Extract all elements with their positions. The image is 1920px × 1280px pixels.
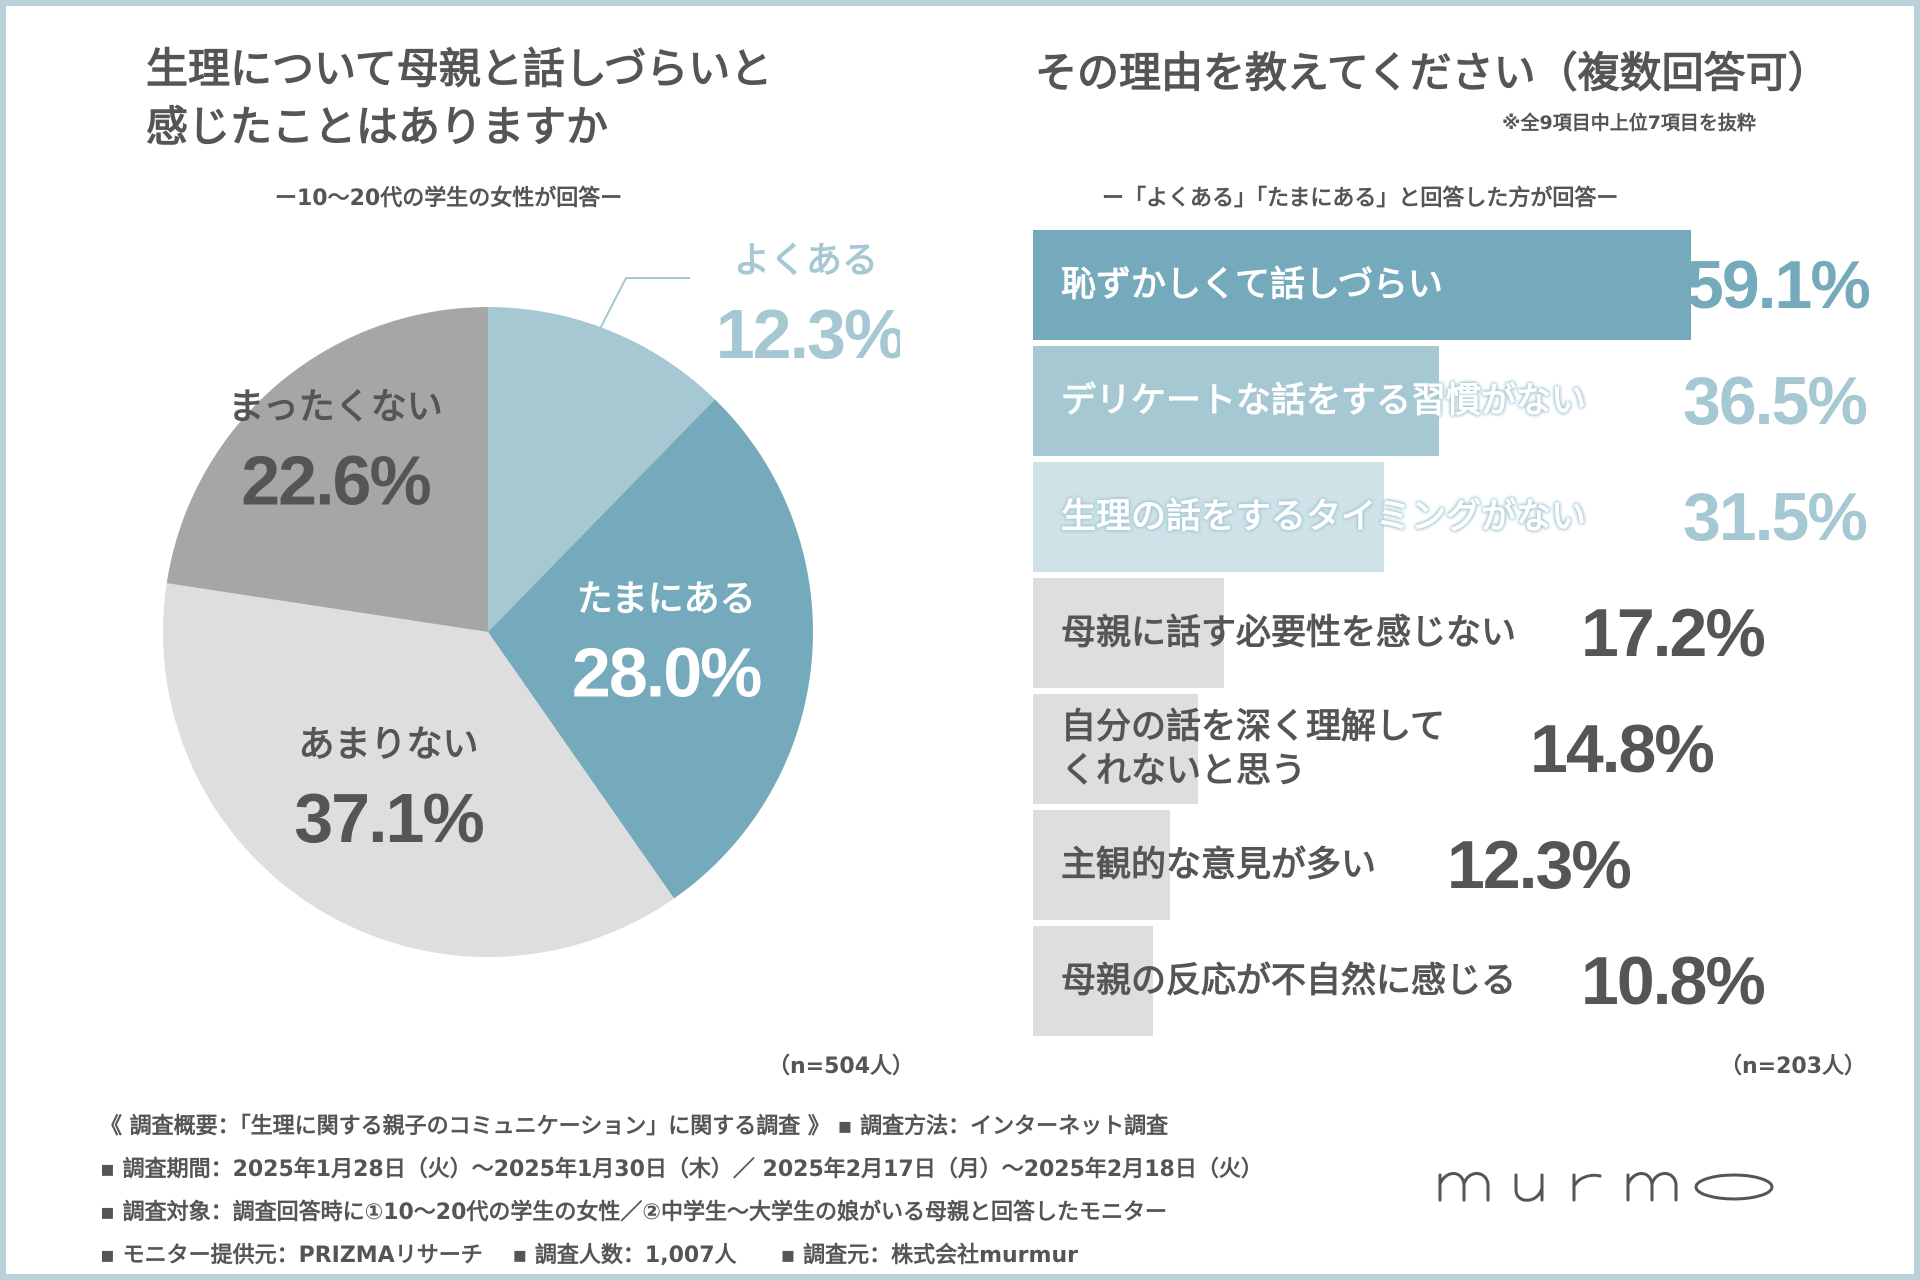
bar-sample-size: （n=203人） xyxy=(1720,1054,1867,1079)
survey-target-line: ▪ 調査対象：調査回答時に①10～20代の学生の女性／②中学生～大学生の娘がいる… xyxy=(100,1200,1168,1225)
pie-chart-subtitle: ー10～20代の学生の女性が回答ー xyxy=(275,186,623,211)
pie-label-2: たまにある xyxy=(577,579,756,620)
bar-value-3: 31.5% xyxy=(1683,479,1868,555)
pie-value-2: 28.0% xyxy=(572,634,761,712)
pie-sample-size: （n=504人） xyxy=(768,1054,915,1079)
pie-label-1: よくある xyxy=(734,240,878,281)
bar-row: 恥ずかしくて話しづらい 59.1% xyxy=(1033,230,1893,340)
bar-label-1: 恥ずかしくて話しづらい xyxy=(1061,265,1443,305)
survey-summary: 《 調査概要：「生理に関する親子のコミュニケーション」に関する調査 》 ▪ 調査… xyxy=(100,1105,1263,1277)
pie-value-3: 37.1% xyxy=(294,779,483,857)
pie-label-4: まったくない xyxy=(228,387,443,428)
bar-value-6: 12.3% xyxy=(1447,827,1632,903)
bar-chart-title: その理由を教えてください（複数回答可） xyxy=(1035,48,1830,97)
bar-value-7: 10.8% xyxy=(1581,943,1766,1019)
pie-title-line-2: 感じたことはありますか xyxy=(146,102,609,151)
bar-5 xyxy=(1033,694,1198,804)
bar-row: 主観的な意見が多い 12.3% xyxy=(1033,810,1893,920)
bar-2 xyxy=(1033,346,1440,456)
bar-row: 生理の話をするタイミングがない 31.5% xyxy=(1033,462,1893,572)
bar-7 xyxy=(1033,926,1154,1036)
bar-label-6: 主観的な意見が多い xyxy=(1061,845,1377,885)
bar-label-3: 生理の話をするタイミングがない xyxy=(1061,497,1587,537)
bar-6 xyxy=(1033,810,1170,920)
bar-1 xyxy=(1033,230,1691,340)
pie-slice-4 xyxy=(166,307,489,632)
bar-value-5: 14.8% xyxy=(1530,711,1715,787)
bar-chart-note: ※全9項目中上位7項目を抜粋 xyxy=(1502,112,1756,134)
pie-label-3: あまりない xyxy=(298,724,478,765)
pie-slice-2 xyxy=(488,399,813,899)
bar-row: 自分の話を深く理解して くれないと思う 14.8% xyxy=(1033,694,1893,804)
pie-slice-1 xyxy=(488,307,715,632)
bar-3 xyxy=(1033,462,1384,572)
bar-row: 母親の反応が不自然に感じる 10.8% xyxy=(1033,926,1893,1036)
bar-label-4: 母親に話す必要性を感じない xyxy=(1061,613,1517,653)
pie-title-line-1: 生理について母親と話しづらいと xyxy=(146,44,773,93)
bar-label-5: 自分の話を深く理解して くれないと思う xyxy=(1061,707,1445,791)
pie-value-1: 12.3% xyxy=(716,295,900,373)
pie-slice-3 xyxy=(163,583,675,957)
bar-row: 母親に話す必要性を感じない 17.2% xyxy=(1033,578,1893,688)
pie-chart: よくある 12.3% たまにある 28.0% あまりない 37.1% まったくない 22.6% xyxy=(163,240,900,957)
murmo-logo xyxy=(1438,1172,1774,1202)
bar-value-4: 17.2% xyxy=(1581,595,1766,671)
bar-label-2: デリケートな話をする習慣がない xyxy=(1061,381,1587,421)
bar-chart-subtitle: ー「よくある」「たまにある」と回答した方が回答ー xyxy=(1102,186,1619,211)
bar-4 xyxy=(1033,578,1225,688)
bar-label-7: 母親の反応が不自然に感じる xyxy=(1061,961,1517,1001)
pie-chart-title: 生理について母親と話しづらいと 感じたことはありますか xyxy=(146,40,772,156)
survey-summary-line: 《 調査概要：「生理に関する親子のコミュニケーション」に関する調査 》 ▪ 調査… xyxy=(100,1114,1169,1139)
bar-row: デリケートな話をする習慣がない 36.5% xyxy=(1033,346,1893,456)
bar-value-1: 59.1% xyxy=(1686,247,1871,323)
pie-value-4: 22.6% xyxy=(241,442,430,520)
pie-leader-line xyxy=(575,277,690,376)
bar-value-2: 36.5% xyxy=(1683,363,1868,439)
survey-period-line: ▪ 調査期間：2025年1月28日（火）～2025年1月30日（木）／ 2025… xyxy=(100,1157,1263,1182)
survey-provider-line: ▪ モニター提供元：PRIZMAリサーチ ▪ 調査人数：1,007人 ▪ 調査元… xyxy=(100,1243,1078,1268)
